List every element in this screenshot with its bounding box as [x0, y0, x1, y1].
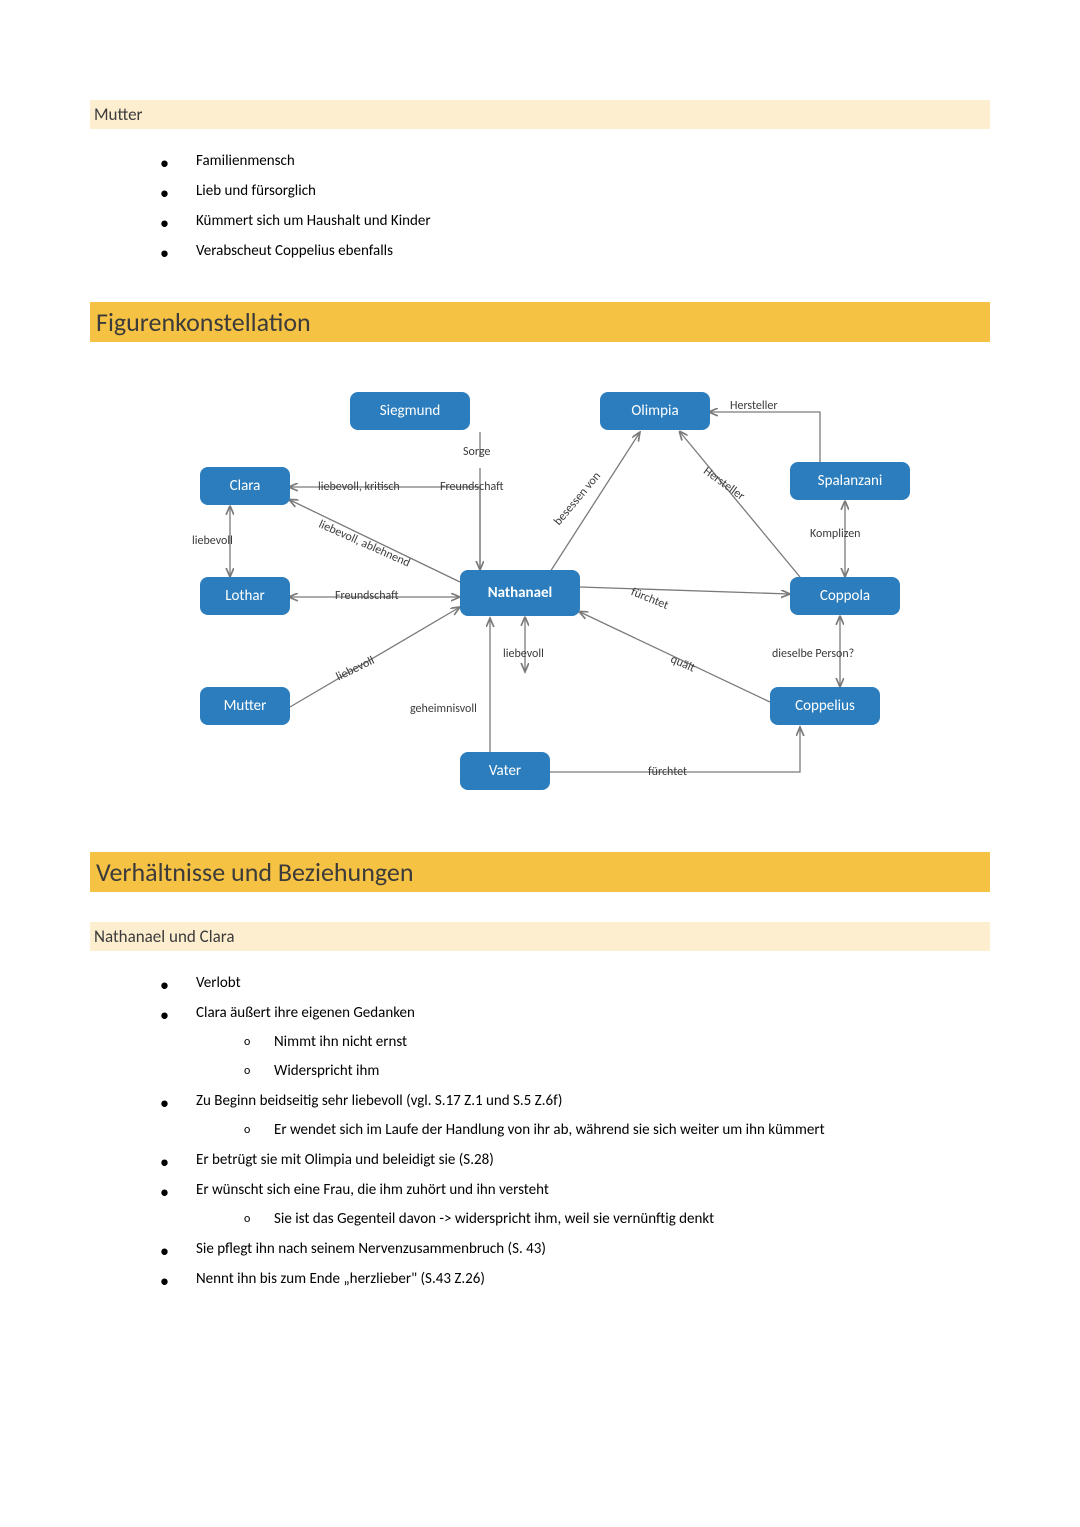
node-mutter: Mutter — [200, 687, 290, 725]
list-subitem: Nimmt ihn nicht ernst — [244, 1032, 990, 1053]
edge-label: liebevoll — [192, 534, 233, 548]
edge-label: liebevoll — [334, 654, 377, 684]
edge-label: fürchtet — [648, 765, 687, 779]
list-item: Nennt ihn bis zum Ende „herzlieber" (S.4… — [160, 1269, 990, 1290]
edge-label: fürchtet — [629, 585, 670, 613]
list-item: Verabscheut Coppelius ebenfalls — [160, 241, 990, 262]
list-item: Er wünscht sich eine Frau, die ihm zuhör… — [160, 1180, 990, 1230]
list-item: Lieb und fürsorglich — [160, 181, 990, 202]
list-item: Familienmensch — [160, 151, 990, 172]
edge-label: quält — [668, 652, 697, 675]
heading-verhaeltnisse: Verhältnisse und Beziehungen — [90, 852, 990, 892]
subheading-nathanael-clara: Nathanael und Clara — [90, 922, 990, 951]
list-subitem: Sie ist das Gegenteil davon -> widerspri… — [244, 1209, 990, 1230]
edge-label: Freundschaft — [440, 480, 504, 494]
bullets-nathanael-clara: Verlobt Clara äußert ihre eigenen Gedank… — [160, 973, 990, 1290]
node-coppelius: Coppelius — [770, 687, 880, 725]
edge-label: Komplizen — [810, 527, 861, 541]
edge-label: liebevoll, kritisch — [318, 480, 400, 494]
edge-label: dieselbe Person? — [772, 647, 854, 661]
character-diagram: Siegmund Olimpia Clara Spalanzani Lothar… — [140, 372, 940, 812]
list-item: Verlobt — [160, 973, 990, 994]
edge-label: besessen von — [551, 470, 604, 529]
edge-label: Hersteller — [730, 399, 778, 413]
node-lothar: Lothar — [200, 577, 290, 615]
node-clara: Clara — [200, 467, 290, 505]
node-coppola: Coppola — [790, 577, 900, 615]
list-item: Sie pflegt ihn nach seinem Nervenzusamme… — [160, 1239, 990, 1260]
list-item: Kümmert sich um Haushalt und Kinder — [160, 211, 990, 232]
list-item: Clara äußert ihre eigenen Gedanken Nimmt… — [160, 1003, 990, 1082]
list-subitem: Widerspricht ihm — [244, 1061, 990, 1082]
edge-label: Sorge — [463, 445, 490, 459]
edge-label: liebevoll — [503, 647, 544, 661]
edge-label: Freundschaft — [335, 589, 399, 603]
subheading-mutter: Mutter — [90, 100, 990, 129]
list-item-text: Zu Beginn beidseitig sehr liebevoll (vgl… — [196, 1092, 562, 1110]
edge-label: Hersteller — [700, 464, 747, 503]
list-subitem: Er wendet sich im Laufe der Handlung von… — [244, 1120, 990, 1141]
bullets-mutter: Familienmensch Lieb und fürsorglich Kümm… — [160, 151, 990, 262]
edge-label: liebevoll, ablehnend — [316, 518, 412, 571]
list-item: Zu Beginn beidseitig sehr liebevoll (vgl… — [160, 1091, 990, 1141]
edge-label: geheimnisvoll — [410, 702, 477, 716]
node-siegmund: Siegmund — [350, 392, 470, 430]
heading-figurenkonstellation: Figurenkonstellation — [90, 302, 990, 342]
list-item: Er betrügt sie mit Olimpia und beleidigt… — [160, 1150, 990, 1171]
node-vater: Vater — [460, 752, 550, 790]
node-spalanzani: Spalanzani — [790, 462, 910, 500]
node-nathanael: Nathanael — [460, 570, 580, 616]
node-olimpia: Olimpia — [600, 392, 710, 430]
list-item-text: Clara äußert ihre eigenen Gedanken — [196, 1004, 415, 1022]
list-item-text: Er wünscht sich eine Frau, die ihm zuhör… — [196, 1181, 549, 1199]
